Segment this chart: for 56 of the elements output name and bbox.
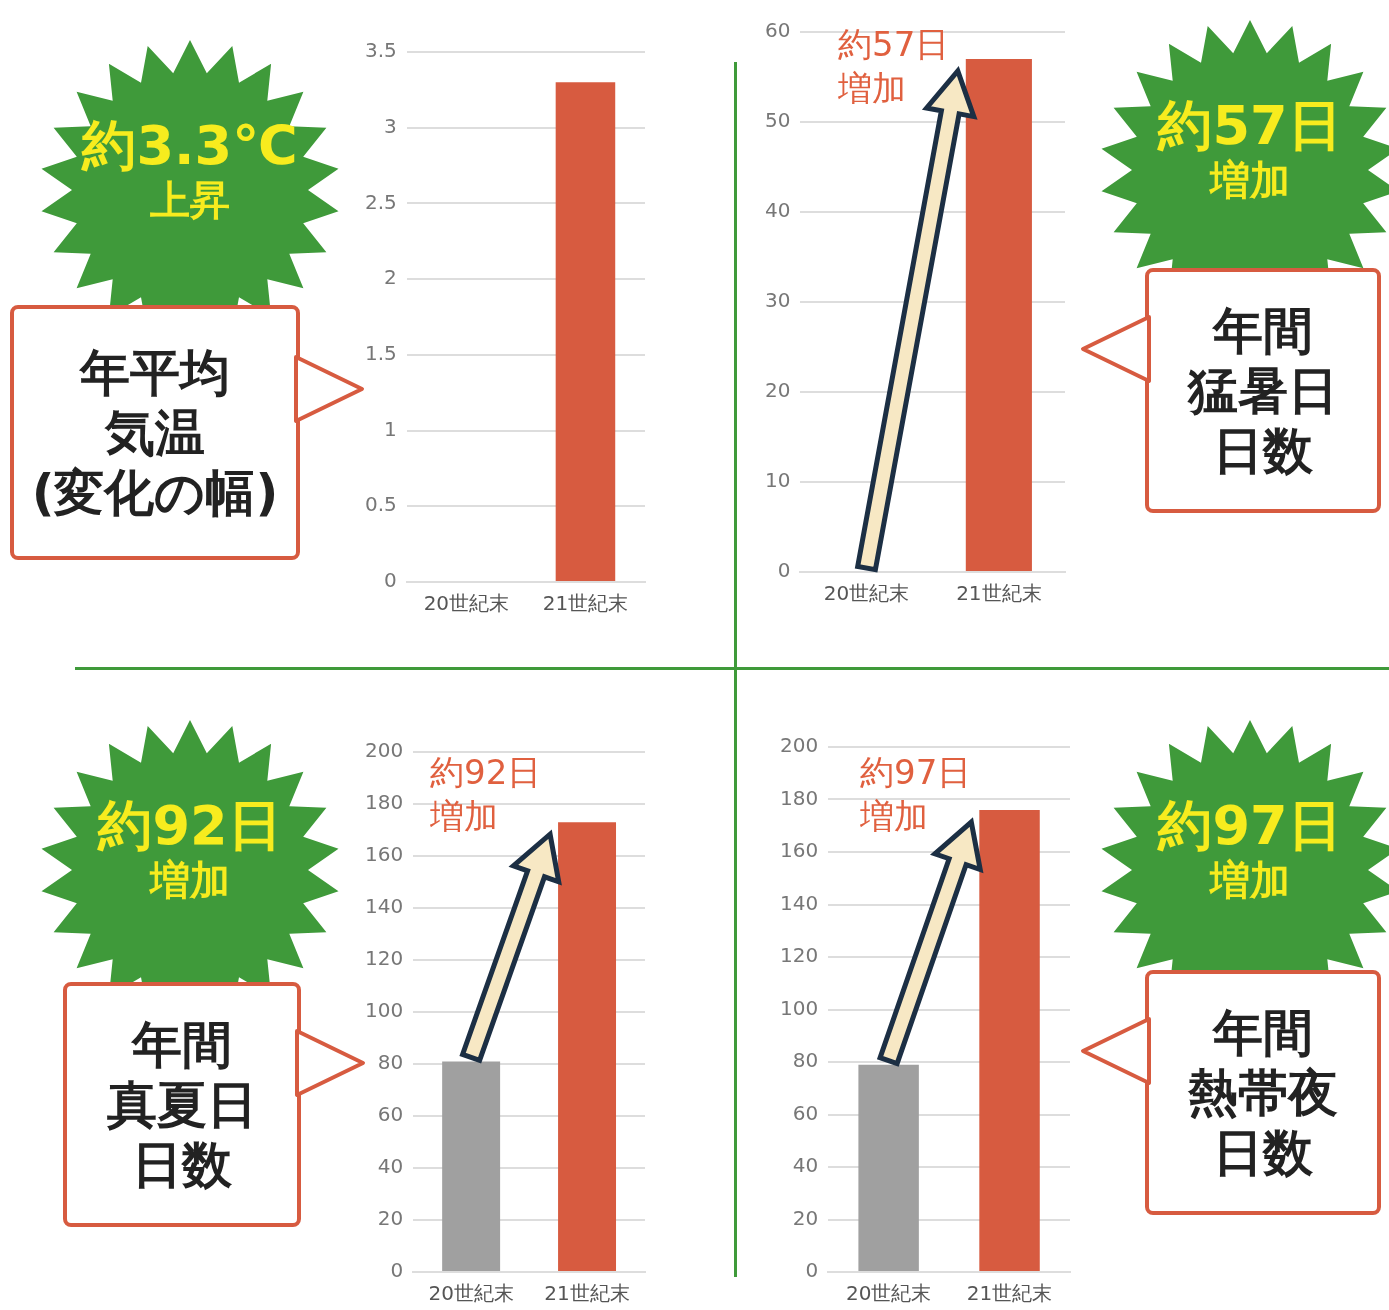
- x-tick-label: 20世紀末: [423, 591, 510, 616]
- y-tick-label: 40: [377, 1154, 404, 1179]
- x-tick-label: 21世紀末: [542, 591, 629, 616]
- y-tick-label: 20: [765, 378, 791, 403]
- y-tick-label: 3: [384, 113, 397, 138]
- y-tick-label: 180: [779, 785, 819, 810]
- y-tick-label: 200: [364, 738, 404, 763]
- y-tick-label: 80: [377, 1050, 404, 1075]
- y-tick-label: 60: [377, 1102, 404, 1127]
- text: 年間真夏日日数: [107, 1014, 257, 1195]
- y-tick-label: 0: [777, 558, 791, 583]
- x-tick-label: 21世紀末: [956, 581, 1042, 606]
- y-tick-label: 180: [364, 790, 404, 815]
- y-tick-label: 0: [384, 568, 397, 593]
- y-tick-label: 140: [779, 890, 819, 915]
- y-tick-label: 1.5: [364, 341, 397, 366]
- y-tick-label: 2: [384, 265, 397, 290]
- annotation: 約57日増加: [838, 23, 950, 111]
- x-tick-label: 21世紀末: [544, 1281, 630, 1306]
- annotation: 約92日増加: [430, 751, 542, 839]
- y-tick-label: 50: [765, 108, 791, 133]
- y-tick-label: 120: [364, 946, 404, 971]
- text: 年間熱帯夜日数: [1188, 1002, 1338, 1183]
- text: 年間猛暑日日数: [1188, 300, 1338, 481]
- y-tick-label: 20: [377, 1206, 404, 1231]
- y-tick-label: 10: [765, 468, 791, 493]
- y-tick-label: 2.5: [364, 189, 397, 214]
- x-tick-label: 20世紀末: [845, 1281, 932, 1306]
- y-tick-label: 160: [364, 842, 404, 867]
- y-tick-label: 0: [390, 1258, 404, 1283]
- y-tick-label: 0.5: [364, 492, 397, 517]
- y-tick-label: 200: [779, 733, 819, 758]
- y-tick-label: 100: [364, 998, 404, 1023]
- y-tick-label: 3.5: [364, 38, 397, 63]
- y-tick-label: 60: [765, 18, 791, 43]
- y-tick-label: 0: [805, 1258, 819, 1283]
- text: 約57日増加: [1156, 94, 1343, 204]
- x-tick-label: 20世紀末: [823, 581, 910, 606]
- y-tick-label: 20: [792, 1205, 819, 1230]
- y-tick-label: 100: [779, 995, 819, 1020]
- y-tick-label: 40: [765, 198, 791, 223]
- y-tick-label: 140: [364, 894, 404, 919]
- y-tick-label: 60: [792, 1100, 819, 1125]
- annotation: 約97日増加: [860, 751, 972, 839]
- text: 約92日増加: [96, 794, 283, 904]
- y-tick-label: 40: [792, 1153, 819, 1178]
- text: 年平均気温(変化の幅): [31, 342, 279, 523]
- text: 約3.3℃上昇: [80, 114, 299, 224]
- y-tick-label: 160: [779, 838, 819, 863]
- y-tick-label: 1: [384, 416, 397, 441]
- x-tick-label: 20世紀末: [428, 1281, 514, 1306]
- y-tick-label: 80: [792, 1048, 819, 1073]
- y-tick-label: 120: [779, 943, 819, 968]
- x-tick-label: 21世紀末: [966, 1281, 1053, 1306]
- y-tick-label: 30: [765, 288, 791, 313]
- text: 約97日増加: [1156, 794, 1343, 904]
